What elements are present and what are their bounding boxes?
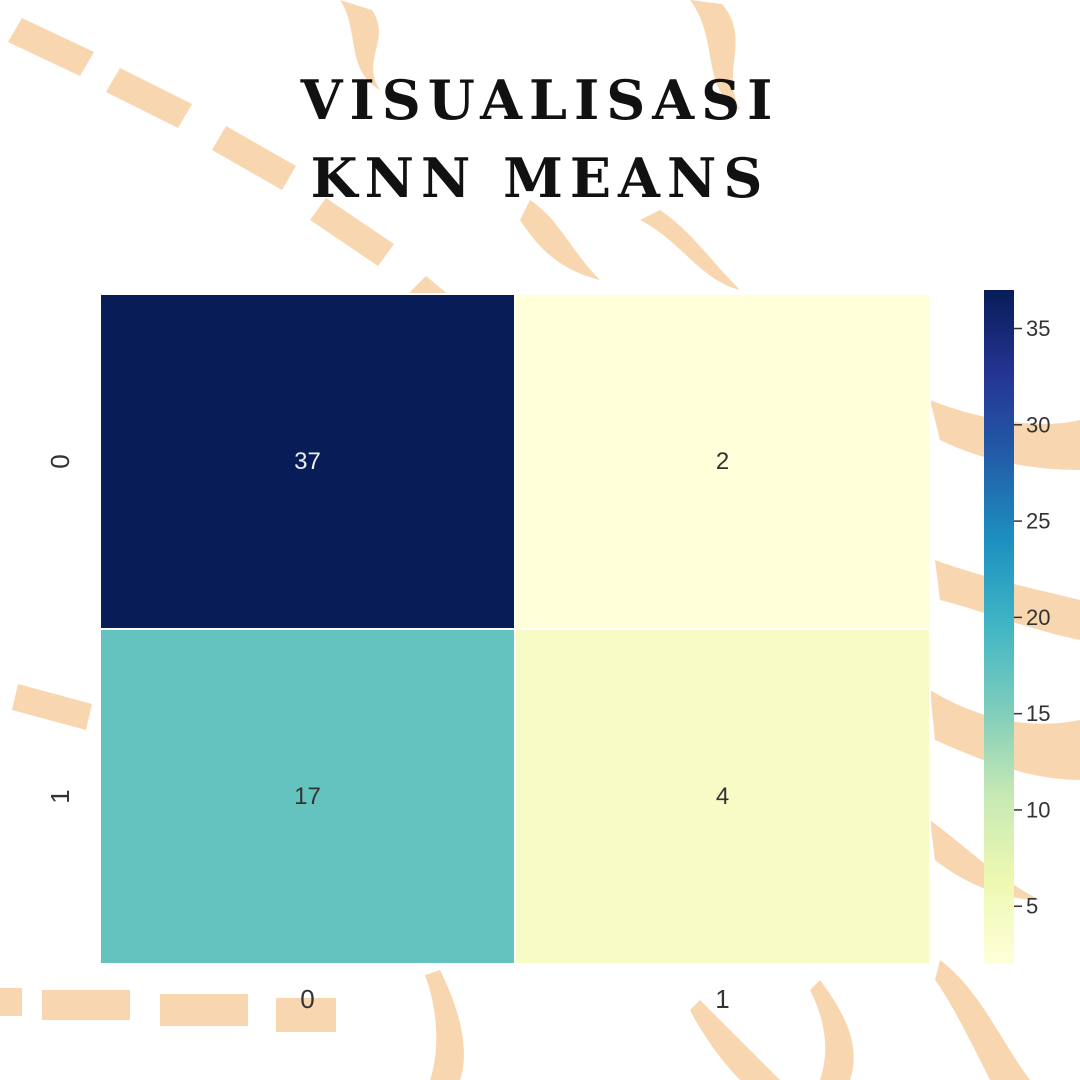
colorbar bbox=[984, 290, 1014, 964]
x-tick-label-1: 1 bbox=[715, 984, 729, 1014]
x-tick-label-0: 0 bbox=[300, 984, 314, 1014]
cell-annotation-0-1: 2 bbox=[716, 448, 729, 475]
cell-annotation-0-0: 37 bbox=[294, 448, 321, 475]
cell-annotations: 37 2 17 4 bbox=[294, 448, 729, 810]
colorbar-tick-label-4: 25 bbox=[1026, 509, 1050, 534]
heatmap-cell-1-1 bbox=[514, 628, 931, 965]
title-line-2: KNN MEANS bbox=[310, 146, 770, 210]
colorbar-tick-label-3: 20 bbox=[1026, 605, 1050, 630]
colorbar-tick-label-6: 35 bbox=[1026, 316, 1050, 341]
title-line-1: VISUALISASI bbox=[300, 68, 780, 132]
heatmap-cell-0-1 bbox=[514, 293, 931, 630]
heatmap-cells bbox=[99, 293, 931, 965]
colorbar-ticks: 5 10 15 20 25 30 35 bbox=[1014, 316, 1050, 919]
y-tick-label-1: 1 bbox=[45, 789, 75, 803]
cell-annotation-1-0: 17 bbox=[294, 783, 321, 810]
cell-annotation-1-1: 4 bbox=[716, 783, 729, 810]
y-tick-labels: 01 bbox=[45, 454, 75, 803]
colorbar-tick-label-1: 10 bbox=[1026, 797, 1050, 822]
colorbar-tick-label-2: 15 bbox=[1026, 701, 1050, 726]
y-tick-label-0: 0 bbox=[45, 454, 75, 468]
colorbar-tick-label-0: 5 bbox=[1026, 894, 1038, 919]
colorbar-tick-label-5: 30 bbox=[1026, 412, 1050, 437]
